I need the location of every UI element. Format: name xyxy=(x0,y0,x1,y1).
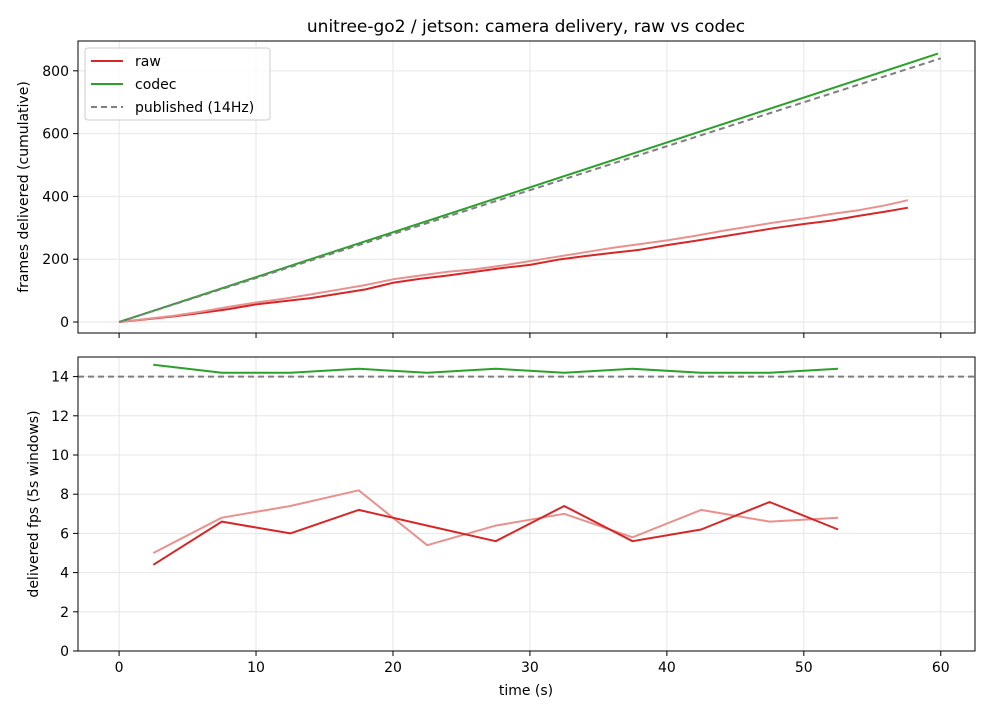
y-tick-label: 14 xyxy=(51,370,69,386)
x-tick-label: 60 xyxy=(932,660,950,676)
legend-box xyxy=(84,47,271,121)
legend: raw codec published (14Hz) xyxy=(84,47,271,121)
bottom-panel-grid xyxy=(78,357,975,652)
series-line-raw-light xyxy=(118,199,909,323)
series-line-raw xyxy=(118,206,909,323)
y-tick-label: 200 xyxy=(42,252,69,268)
top-panel-ticks: 0 200 400 600 800 xyxy=(42,64,942,338)
y-tick-label: 0 xyxy=(60,644,69,660)
series-line-published xyxy=(118,57,942,323)
bottom-panel-series xyxy=(78,363,975,566)
x-tick-label: 10 xyxy=(247,660,265,676)
bottom-panel: 0 10 20 30 40 50 60 0 2 4 6 8 10 12 14 delivered fps (… xyxy=(26,356,976,699)
legend-label-raw: raw xyxy=(135,54,161,70)
top-panel-series xyxy=(118,52,942,323)
y-tick-label: 600 xyxy=(42,127,69,143)
top-y-axis-label: frames delivered (cumulative) xyxy=(16,81,32,293)
top-panel: 0 200 400 600 800 frames delivered (cumulati… xyxy=(16,40,976,338)
y-tick-label: 6 xyxy=(60,526,69,542)
x-axis-label: time (s) xyxy=(499,683,553,699)
series-line-raw xyxy=(152,501,839,566)
chart-title: unitree-go2 / jetson: camera delivery, r… xyxy=(307,17,745,37)
series-line-raw-light xyxy=(152,489,839,554)
x-tick-label: 50 xyxy=(795,660,813,676)
bottom-panel-ticks: 0 10 20 30 40 50 60 0 2 4 6 8 10 12 14 xyxy=(51,370,950,676)
x-tick-label: 0 xyxy=(115,660,124,676)
y-tick-label: 12 xyxy=(51,409,69,425)
y-tick-label: 0 xyxy=(60,315,69,331)
series-line-codec xyxy=(153,363,839,374)
y-tick-label: 4 xyxy=(60,566,69,582)
y-tick-label: 800 xyxy=(42,64,69,80)
bottom-panel-frame xyxy=(77,356,976,652)
y-tick-label: 10 xyxy=(51,448,69,464)
bottom-y-axis-label: delivered fps (5s windows) xyxy=(26,410,42,597)
x-tick-label: 40 xyxy=(658,660,676,676)
top-panel-frame xyxy=(77,40,976,334)
y-tick-label: 8 xyxy=(60,487,69,503)
y-tick-label: 2 xyxy=(60,605,69,621)
x-tick-label: 20 xyxy=(384,660,402,676)
legend-label-codec: codec xyxy=(135,77,176,93)
top-panel-grid xyxy=(78,41,975,333)
x-tick-label: 30 xyxy=(521,660,539,676)
legend-label-published: published (14Hz) xyxy=(135,100,254,116)
y-tick-label: 400 xyxy=(42,189,69,205)
